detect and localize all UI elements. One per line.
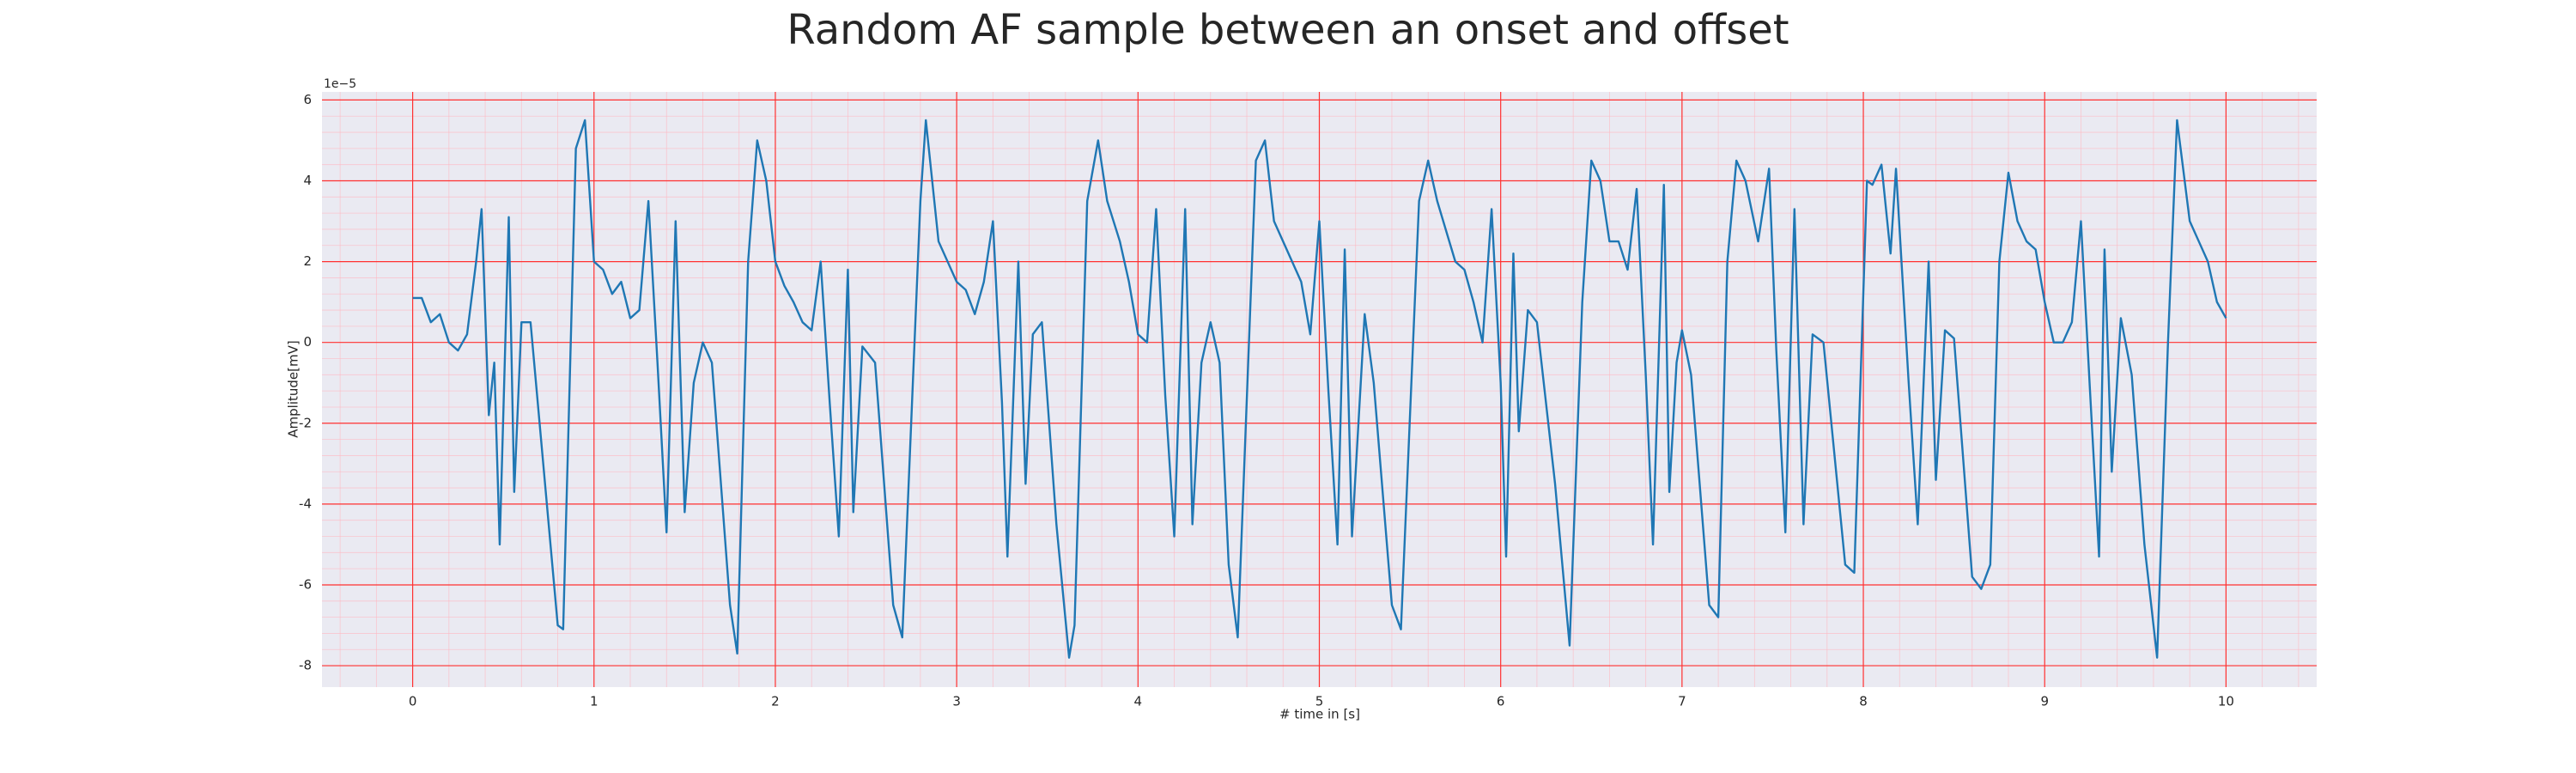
- y-offset-label: 1e−5: [324, 77, 356, 91]
- y-tick-label: 4: [303, 173, 312, 188]
- y-tick-label: -6: [299, 576, 312, 592]
- y-tick-label: 6: [303, 92, 312, 107]
- x-tick-label: 10: [2218, 694, 2234, 709]
- y-tick-label: 0: [303, 334, 312, 350]
- x-tick-label: 0: [409, 694, 417, 709]
- x-tick-label: 5: [1315, 694, 1324, 709]
- x-tick-label: 4: [1134, 694, 1143, 709]
- x-tick-label: 1: [590, 694, 598, 709]
- x-tick-label: 6: [1497, 694, 1505, 709]
- y-axis-label: Amplitude[mV]: [286, 340, 301, 437]
- y-tick-label: -4: [299, 496, 312, 511]
- x-axis-label: # time in [s]: [1279, 707, 1360, 722]
- x-tick-label: 7: [1678, 694, 1686, 709]
- chart-title: Random AF sample between an onset and of…: [787, 6, 1789, 54]
- y-tick-label: 2: [303, 253, 312, 269]
- signal-line: [412, 119, 2227, 659]
- x-tick-label: 3: [952, 694, 961, 709]
- x-tick-label: 2: [771, 694, 780, 709]
- x-tick-label: 8: [1859, 694, 1868, 709]
- x-tick-label: 9: [2040, 694, 2049, 709]
- y-tick-label: -2: [299, 415, 312, 430]
- y-tick-label: -8: [299, 658, 312, 673]
